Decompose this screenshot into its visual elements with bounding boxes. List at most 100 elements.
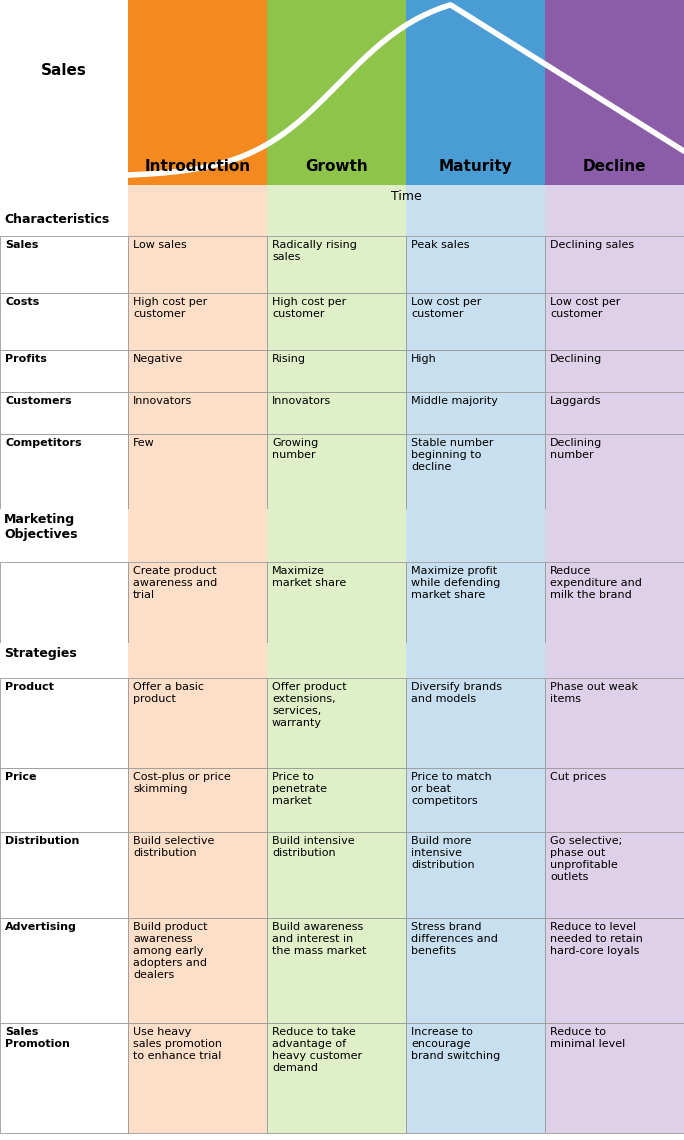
Text: Middle majority: Middle majority	[411, 396, 498, 406]
Bar	[0, 562, 128, 643]
Text: Customers: Customers	[5, 396, 72, 406]
Text: Maximize profit
while defending
market share: Maximize profit while defending market s…	[411, 565, 501, 600]
Text: Reduce
expenditure and
milk the brand: Reduce expenditure and milk the brand	[550, 565, 642, 600]
Bar	[267, 1023, 406, 1133]
Bar	[406, 768, 545, 832]
Bar	[267, 832, 406, 918]
Text: Build intensive
distribution: Build intensive distribution	[272, 836, 354, 858]
Text: Sales: Sales	[41, 63, 87, 78]
Bar	[128, 434, 267, 508]
Bar	[406, 562, 545, 643]
Bar	[545, 434, 684, 508]
Bar	[128, 643, 267, 678]
Bar	[0, 643, 128, 678]
Bar	[406, 350, 545, 392]
Text: Innovators: Innovators	[272, 396, 331, 406]
Bar	[406, 236, 545, 293]
Text: Stable number
beginning to
decline: Stable number beginning to decline	[411, 438, 493, 472]
Bar	[128, 562, 267, 643]
Bar	[545, 293, 684, 350]
Bar	[128, 832, 267, 918]
Text: Price to
penetrate
market: Price to penetrate market	[272, 772, 327, 806]
Text: Cut prices: Cut prices	[550, 772, 606, 782]
Text: Declining
number: Declining number	[550, 438, 602, 461]
Text: Price: Price	[5, 772, 36, 782]
Bar	[545, 562, 684, 643]
Bar	[0, 678, 128, 768]
Text: Maturity: Maturity	[438, 160, 512, 174]
Bar	[128, 1023, 267, 1133]
Text: Offer product
extensions,
services,
warranty: Offer product extensions, services, warr…	[272, 682, 347, 728]
Bar	[545, 236, 684, 293]
Text: Maximize
market share: Maximize market share	[272, 565, 346, 588]
Text: High: High	[411, 355, 437, 364]
Bar	[128, 185, 267, 209]
Text: Reduce to
minimal level: Reduce to minimal level	[550, 1027, 625, 1049]
Bar	[267, 918, 406, 1023]
Bar	[545, 1023, 684, 1133]
Bar	[545, 185, 684, 209]
Text: Use heavy
sales promotion
to enhance trial: Use heavy sales promotion to enhance tri…	[133, 1027, 222, 1061]
Bar	[406, 434, 545, 508]
Text: Build selective
distribution: Build selective distribution	[133, 836, 214, 858]
Bar	[267, 185, 406, 209]
Bar	[545, 350, 684, 392]
Text: Advertising: Advertising	[5, 922, 77, 933]
Text: Distribution: Distribution	[5, 836, 79, 846]
Bar	[406, 918, 545, 1023]
Text: Reduce to level
needed to retain
hard-core loyals: Reduce to level needed to retain hard-co…	[550, 922, 643, 956]
Bar	[0, 350, 128, 392]
Bar	[406, 508, 545, 562]
Bar	[267, 434, 406, 508]
Text: Phase out weak
items: Phase out weak items	[550, 682, 638, 705]
Text: Build awareness
and interest in
the mass market: Build awareness and interest in the mass…	[272, 922, 367, 956]
Bar	[406, 185, 545, 209]
Bar	[0, 832, 128, 918]
Bar	[0, 768, 128, 832]
Bar	[0, 1023, 128, 1133]
Bar	[545, 209, 684, 236]
Text: Low cost per
customer: Low cost per customer	[550, 298, 620, 319]
Text: Price to match
or beat
competitors: Price to match or beat competitors	[411, 772, 492, 806]
Text: Marketing
Objectives: Marketing Objectives	[4, 513, 77, 542]
Bar	[267, 643, 406, 678]
Bar	[267, 209, 406, 236]
Bar	[0, 209, 128, 236]
Bar	[267, 0, 406, 185]
Bar	[267, 350, 406, 392]
Bar	[128, 209, 267, 236]
Bar	[128, 392, 267, 434]
Bar	[545, 392, 684, 434]
Bar	[267, 236, 406, 293]
Text: Strategies: Strategies	[4, 648, 77, 660]
Text: Create product
awareness and
trial: Create product awareness and trial	[133, 565, 218, 600]
Text: Stress brand
differences and
benefits: Stress brand differences and benefits	[411, 922, 498, 956]
Text: Few: Few	[133, 438, 155, 448]
Text: Costs: Costs	[5, 298, 39, 307]
Text: Increase to
encourage
brand switching: Increase to encourage brand switching	[411, 1027, 500, 1061]
Bar	[406, 209, 545, 236]
Bar	[545, 508, 684, 562]
Bar	[545, 678, 684, 768]
Text: Sales
Promotion: Sales Promotion	[5, 1027, 70, 1049]
Text: Profits: Profits	[5, 355, 47, 364]
Text: Innovators: Innovators	[133, 396, 192, 406]
Bar	[128, 0, 267, 185]
Bar	[406, 392, 545, 434]
Bar	[128, 678, 267, 768]
Bar	[0, 236, 128, 293]
Text: Competitors: Competitors	[5, 438, 81, 448]
Bar	[128, 350, 267, 392]
Bar	[0, 918, 128, 1023]
Text: Product: Product	[5, 682, 54, 692]
Text: High cost per
customer: High cost per customer	[133, 298, 207, 319]
Bar	[406, 832, 545, 918]
Bar	[0, 508, 128, 562]
Text: Offer a basic
product: Offer a basic product	[133, 682, 204, 705]
Text: Reduce to take
advantage of
heavy customer
demand: Reduce to take advantage of heavy custom…	[272, 1027, 362, 1073]
Bar	[267, 768, 406, 832]
Bar	[267, 293, 406, 350]
Text: Growing
number: Growing number	[272, 438, 318, 461]
Bar	[406, 1023, 545, 1133]
Bar	[406, 678, 545, 768]
